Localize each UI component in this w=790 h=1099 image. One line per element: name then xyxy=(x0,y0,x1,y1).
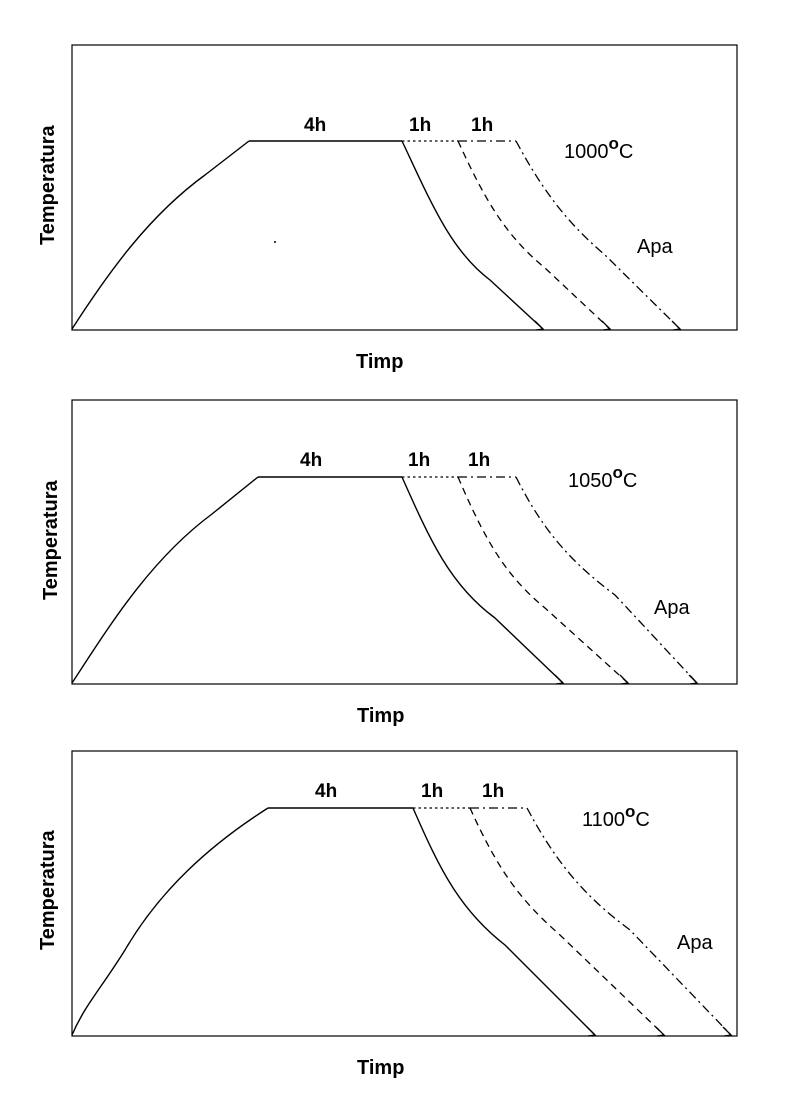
cooling-curve-solid xyxy=(412,807,596,1036)
panel-1050: 4h 1h 1h 1050oC Apa Temperatura Timp xyxy=(40,399,738,727)
cooling-curve-dashed xyxy=(457,476,629,684)
quench-label: Apa xyxy=(654,597,690,619)
cooling-curve-dashed xyxy=(457,140,611,330)
x-axis-label: Timp xyxy=(356,351,403,373)
cooling-curve-dashdot xyxy=(515,140,681,330)
arrow-head xyxy=(619,674,630,685)
step2-label: 1h xyxy=(482,781,504,802)
step1-label: 1h xyxy=(408,450,430,471)
y-axis-label: Temperatura xyxy=(37,124,59,245)
quench-label: Apa xyxy=(637,236,673,258)
arrow-head xyxy=(688,674,699,685)
arrow-head xyxy=(655,1026,666,1037)
hold-label: 4h xyxy=(315,781,337,802)
arrow-head xyxy=(554,674,565,685)
heating-curve xyxy=(71,807,269,1036)
cooling-curve-solid xyxy=(401,476,564,684)
heating-curve xyxy=(71,140,250,330)
cooling-curve-dashdot xyxy=(515,476,698,684)
cooling-curve-solid xyxy=(401,140,544,330)
panel-1000: 4h 1h 1h 1000oC Apa Temperatura Timp xyxy=(37,44,738,373)
panel-frame xyxy=(71,750,738,1037)
arrow-head xyxy=(601,320,612,331)
x-axis-label: Timp xyxy=(357,1057,404,1079)
hold-label: 4h xyxy=(304,115,326,136)
hold-label: 4h xyxy=(300,450,322,471)
x-axis-label: Timp xyxy=(357,705,404,727)
y-axis-label: Temperatura xyxy=(40,479,62,600)
panel-frame xyxy=(71,399,738,685)
temperature-label: 1000oC xyxy=(564,134,633,163)
panel-1100: 4h 1h 1h 1100oC Apa Temperatura Timp xyxy=(37,750,738,1079)
heating-curve xyxy=(71,476,259,684)
step1-label: 1h xyxy=(409,115,431,136)
quench-label: Apa xyxy=(677,932,713,954)
step1-label: 1h xyxy=(421,781,443,802)
cooling-curve-dashdot xyxy=(526,807,732,1036)
arrow-head xyxy=(722,1026,733,1037)
step2-label: 1h xyxy=(471,115,493,136)
temperature-label: 1050oC xyxy=(568,463,637,492)
step2-label: 1h xyxy=(468,450,490,471)
y-axis-label: Temperatura xyxy=(37,829,59,950)
arrow-head xyxy=(586,1026,597,1037)
arrow-head xyxy=(534,320,545,331)
temperature-label: 1100oC xyxy=(582,802,650,831)
cooling-curve-dashed xyxy=(469,807,665,1036)
arrow-head xyxy=(671,320,682,331)
panel-frame xyxy=(71,44,738,331)
stray-dot xyxy=(274,241,276,243)
